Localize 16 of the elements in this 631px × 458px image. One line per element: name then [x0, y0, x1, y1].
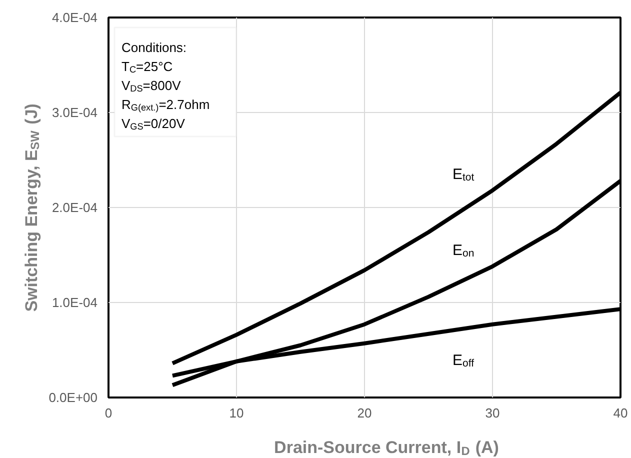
- y-tick-label: 0.0E+00: [48, 390, 98, 405]
- annotation: TC=25°C: [122, 59, 173, 74]
- x-tick-label: 10: [229, 406, 244, 420]
- annotation: Conditions:: [122, 40, 187, 55]
- y-tick-label: 4.0E-04: [52, 10, 98, 25]
- y-tick-label: 1.0E-04: [52, 295, 98, 310]
- x-tick-label: 30: [485, 406, 500, 420]
- x-tick-label: 40: [613, 406, 628, 420]
- y-tick-label: 2.0E-04: [52, 200, 98, 215]
- y-tick-label: 3.0E-04: [52, 105, 98, 120]
- x-tick-label: 20: [357, 406, 372, 420]
- annotation: RG(ext.)=2.7ohm: [122, 97, 210, 112]
- y-axis-title: Switching Energy, ESW (J): [22, 104, 42, 312]
- annotation: VDS=800V: [122, 78, 182, 94]
- x-tick-label: 0: [104, 406, 112, 420]
- annotation: VGS=0/20V: [122, 116, 186, 132]
